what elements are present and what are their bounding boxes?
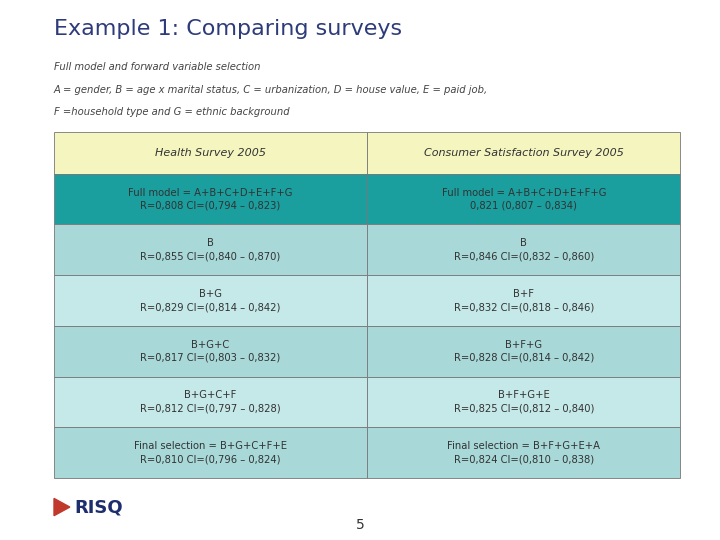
Text: Final selection = B+G+C+F+E
R=0,810 CI=(0,796 – 0,824): Final selection = B+G+C+F+E R=0,810 CI=(… [134, 441, 287, 464]
Text: Example 1: Comparing surveys: Example 1: Comparing surveys [54, 19, 402, 39]
Text: A = gender, B = age x marital status, C = urbanization, D = house value, E = pai: A = gender, B = age x marital status, C … [54, 85, 488, 95]
Text: B
R=0,855 CI=(0,840 – 0,870): B R=0,855 CI=(0,840 – 0,870) [140, 238, 281, 261]
Bar [367, 427, 680, 478]
Text: RISQ: RISQ [74, 498, 123, 516]
Bar [54, 427, 367, 478]
Bar [54, 225, 367, 275]
Bar [54, 174, 367, 225]
Text: Full model and forward variable selection: Full model and forward variable selectio… [54, 62, 261, 72]
Text: B+G
R=0,829 CI=(0,814 – 0,842): B+G R=0,829 CI=(0,814 – 0,842) [140, 289, 281, 312]
Bar [54, 275, 367, 326]
Bar [54, 376, 367, 427]
Text: B
R=0,846 CI=(0,832 – 0,860): B R=0,846 CI=(0,832 – 0,860) [454, 238, 594, 261]
Bar [54, 132, 367, 174]
Text: B+G+C
R=0,817 CI=(0,803 – 0,832): B+G+C R=0,817 CI=(0,803 – 0,832) [140, 340, 281, 363]
Bar [54, 326, 367, 376]
Text: B+G+C+F
R=0,812 CI=(0,797 – 0,828): B+G+C+F R=0,812 CI=(0,797 – 0,828) [140, 390, 281, 414]
Text: B+F
R=0,832 CI=(0,818 – 0,846): B+F R=0,832 CI=(0,818 – 0,846) [454, 289, 594, 312]
Text: Health Survey 2005: Health Survey 2005 [155, 148, 266, 158]
Bar [367, 132, 680, 174]
Bar [367, 376, 680, 427]
Text: F =household type and G = ethnic background: F =household type and G = ethnic backgro… [54, 107, 289, 118]
Bar [367, 174, 680, 225]
Text: Full model = A+B+C+D+E+F+G
0,821 (0,807 – 0,834): Full model = A+B+C+D+E+F+G 0,821 (0,807 … [441, 187, 606, 211]
Bar [367, 275, 680, 326]
Text: Consumer Satisfaction Survey 2005: Consumer Satisfaction Survey 2005 [424, 148, 624, 158]
Text: B+F+G
R=0,828 CI=(0,814 – 0,842): B+F+G R=0,828 CI=(0,814 – 0,842) [454, 340, 594, 363]
Text: 5: 5 [356, 518, 364, 532]
Text: Full model = A+B+C+D+E+F+G
R=0,808 CI=(0,794 – 0,823): Full model = A+B+C+D+E+F+G R=0,808 CI=(0… [128, 187, 293, 211]
Text: Final selection = B+F+G+E+A
R=0,824 CI=(0,810 – 0,838): Final selection = B+F+G+E+A R=0,824 CI=(… [447, 441, 600, 464]
Polygon shape [54, 498, 70, 516]
Text: B+F+G+E
R=0,825 CI=(0,812 – 0,840): B+F+G+E R=0,825 CI=(0,812 – 0,840) [454, 390, 594, 414]
Bar [367, 225, 680, 275]
Bar [367, 326, 680, 376]
